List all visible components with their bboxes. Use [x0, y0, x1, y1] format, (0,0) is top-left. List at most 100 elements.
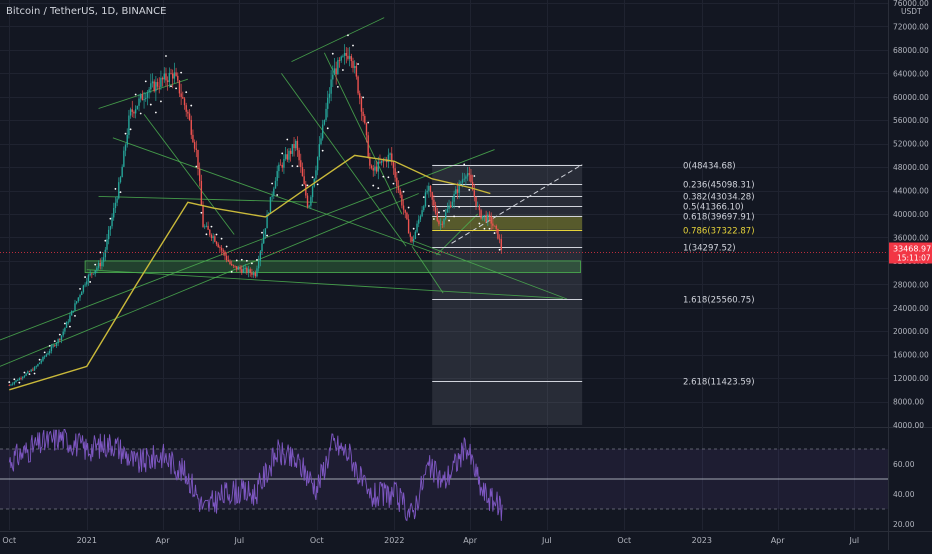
candle-body: [185, 105, 187, 112]
candle-body: [67, 321, 69, 323]
sar-dot: [468, 189, 471, 191]
candle-body: [227, 260, 230, 262]
sar-dot: [74, 314, 76, 317]
candle-body: [380, 160, 383, 163]
candle-body: [237, 267, 240, 270]
time-axis-tick: Jul: [848, 536, 859, 545]
candle-body: [436, 213, 438, 221]
candle-body: [397, 186, 400, 191]
candle-body: [453, 194, 455, 202]
last-price-countdown: 15:11:07: [897, 254, 931, 263]
sar-dot: [18, 381, 21, 384]
candle-body: [242, 269, 245, 273]
candle-body: [471, 181, 474, 191]
sar-dot: [276, 194, 279, 196]
sar-dot: [170, 85, 172, 88]
sar-dot: [200, 211, 203, 214]
candle-body: [325, 108, 327, 121]
candle-body: [10, 384, 12, 386]
candle-body: [210, 234, 213, 239]
candle-body: [33, 367, 36, 371]
sar-dot: [205, 233, 208, 236]
candle-body: [350, 56, 353, 62]
candle-body: [86, 281, 88, 285]
candle-body: [487, 214, 489, 222]
candle-body: [316, 156, 319, 171]
candle-body: [273, 188, 275, 196]
candle-body: [281, 164, 283, 168]
sar-dot: [235, 259, 238, 262]
candle-body: [182, 96, 184, 99]
candle-body: [195, 148, 198, 150]
candle-body: [353, 66, 356, 68]
candle-body: [54, 345, 56, 347]
candle-body: [396, 177, 398, 187]
time-axis-tick: Apr: [771, 536, 786, 545]
sar-dot: [412, 227, 415, 230]
candle-body: [402, 205, 405, 210]
fib-level-label: 0.786(37322.87): [683, 227, 755, 237]
candle-body: [180, 93, 182, 97]
candle-body: [222, 250, 224, 252]
sar-dot: [251, 262, 253, 265]
sar-dot: [240, 258, 243, 261]
candle-body: [424, 192, 427, 207]
candle-body: [279, 164, 282, 166]
candle-body: [333, 68, 336, 75]
sar-dot: [89, 281, 92, 283]
candle-body: [374, 166, 376, 171]
candle-body: [70, 310, 73, 316]
trendline: [323, 52, 403, 215]
candle-body: [102, 257, 105, 262]
sar-dot: [336, 85, 339, 88]
candle-body: [284, 154, 287, 159]
candle-body: [461, 179, 464, 183]
candle-body: [495, 225, 497, 229]
candle-body: [16, 380, 19, 381]
time-axis-tick: 2023: [692, 536, 712, 545]
sar-dot: [84, 276, 86, 278]
candle-body: [404, 209, 406, 213]
price-axis-tick: 12000.00: [893, 374, 929, 383]
sar-dot: [210, 225, 213, 228]
sar-dot: [453, 215, 456, 218]
candle-body: [82, 285, 85, 292]
sar-dot: [397, 171, 400, 173]
price-axis-tick: 4000.00: [893, 421, 924, 430]
candle-body: [77, 297, 80, 302]
candle-body: [342, 55, 344, 57]
candle-body: [134, 109, 137, 114]
candle-body: [320, 138, 322, 145]
sar-dot: [422, 196, 425, 199]
sar-dot: [311, 176, 314, 179]
candle-body: [60, 335, 63, 341]
candle-body: [278, 164, 280, 172]
candle-body: [198, 168, 201, 181]
candle-body: [177, 75, 179, 81]
sar-dot: [271, 182, 274, 185]
candle-body: [490, 216, 492, 224]
candle-body: [348, 56, 351, 59]
time-axis-tick: 2021: [77, 536, 97, 545]
candle-body: [101, 261, 103, 267]
sar-dot: [48, 344, 51, 347]
sar-dot: [438, 211, 440, 214]
candle-body: [165, 73, 167, 81]
candle-body: [163, 73, 165, 80]
candle-body: [28, 371, 31, 373]
candle-body: [414, 231, 417, 239]
candle-body: [431, 192, 433, 200]
candle-body: [128, 115, 130, 135]
sar-dot: [281, 152, 284, 155]
sar-dot: [347, 34, 349, 37]
sar-dot: [109, 217, 112, 220]
candle-body: [47, 353, 49, 355]
candle-body: [11, 383, 14, 385]
candle-body: [136, 105, 139, 110]
candle-body: [301, 167, 304, 177]
sar-dot: [104, 239, 107, 242]
rsi-axis-tick: 20.00: [893, 520, 915, 529]
candle-body: [411, 236, 413, 242]
sar-dot: [382, 175, 385, 178]
